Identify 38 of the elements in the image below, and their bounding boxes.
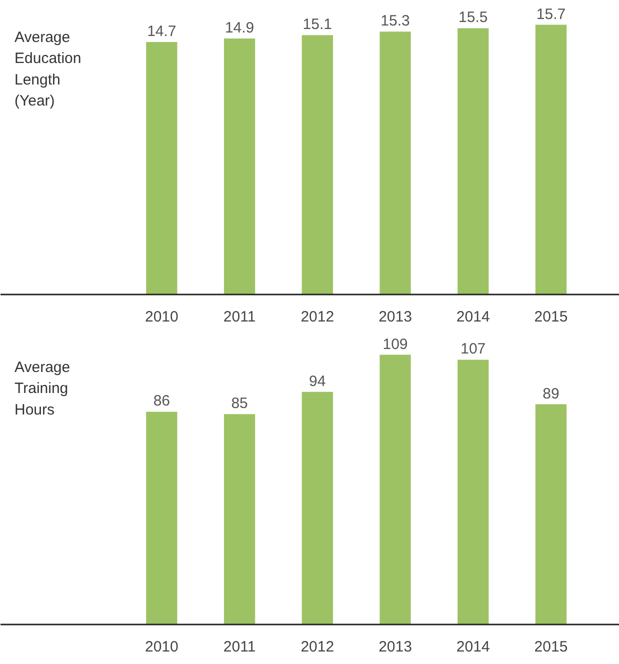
data-label: 15.5 [458, 9, 488, 26]
x-tick-label: 2010 [144, 638, 178, 656]
x-tick-label: 2010 [144, 308, 178, 326]
data-label: 85 [231, 395, 248, 412]
data-label: 14.9 [224, 20, 254, 37]
x-tick-label: 2013 [378, 638, 412, 656]
x-tick-label: 2015 [534, 638, 568, 656]
bar [302, 392, 333, 624]
bar [146, 412, 178, 624]
bar [458, 28, 489, 294]
x-tick-label: 2015 [534, 308, 568, 326]
data-label: 86 [153, 392, 170, 410]
data-label: 15.3 [380, 12, 410, 30]
data-label: 94 [309, 372, 326, 390]
bar [380, 32, 411, 294]
bar [146, 42, 178, 294]
bar [535, 24, 567, 294]
x-tick-label: 2011 [223, 638, 256, 656]
data-label: 89 [542, 385, 560, 402]
x-tick-label: 2011 [223, 308, 256, 326]
bar [302, 35, 333, 294]
data-label: 14.7 [147, 22, 176, 40]
bar [224, 414, 256, 624]
bar [535, 404, 567, 624]
data-label: 109 [382, 336, 408, 353]
x-tick-label: 2013 [378, 308, 412, 326]
bar [380, 354, 411, 624]
data-label: 107 [460, 340, 486, 358]
data-label: 15.1 [302, 16, 332, 34]
x-tick-label: 2012 [300, 638, 334, 656]
text: Average Training Hours [14, 358, 70, 418]
bar [224, 38, 256, 294]
x-tick-label: 2012 [300, 308, 334, 326]
x-tick-label: 2014 [456, 638, 490, 656]
data-label: 15.7 [536, 6, 566, 23]
bar [458, 360, 489, 624]
x-tick-label: 2014 [456, 308, 490, 326]
text: Average Education Length (Year) [14, 28, 82, 110]
